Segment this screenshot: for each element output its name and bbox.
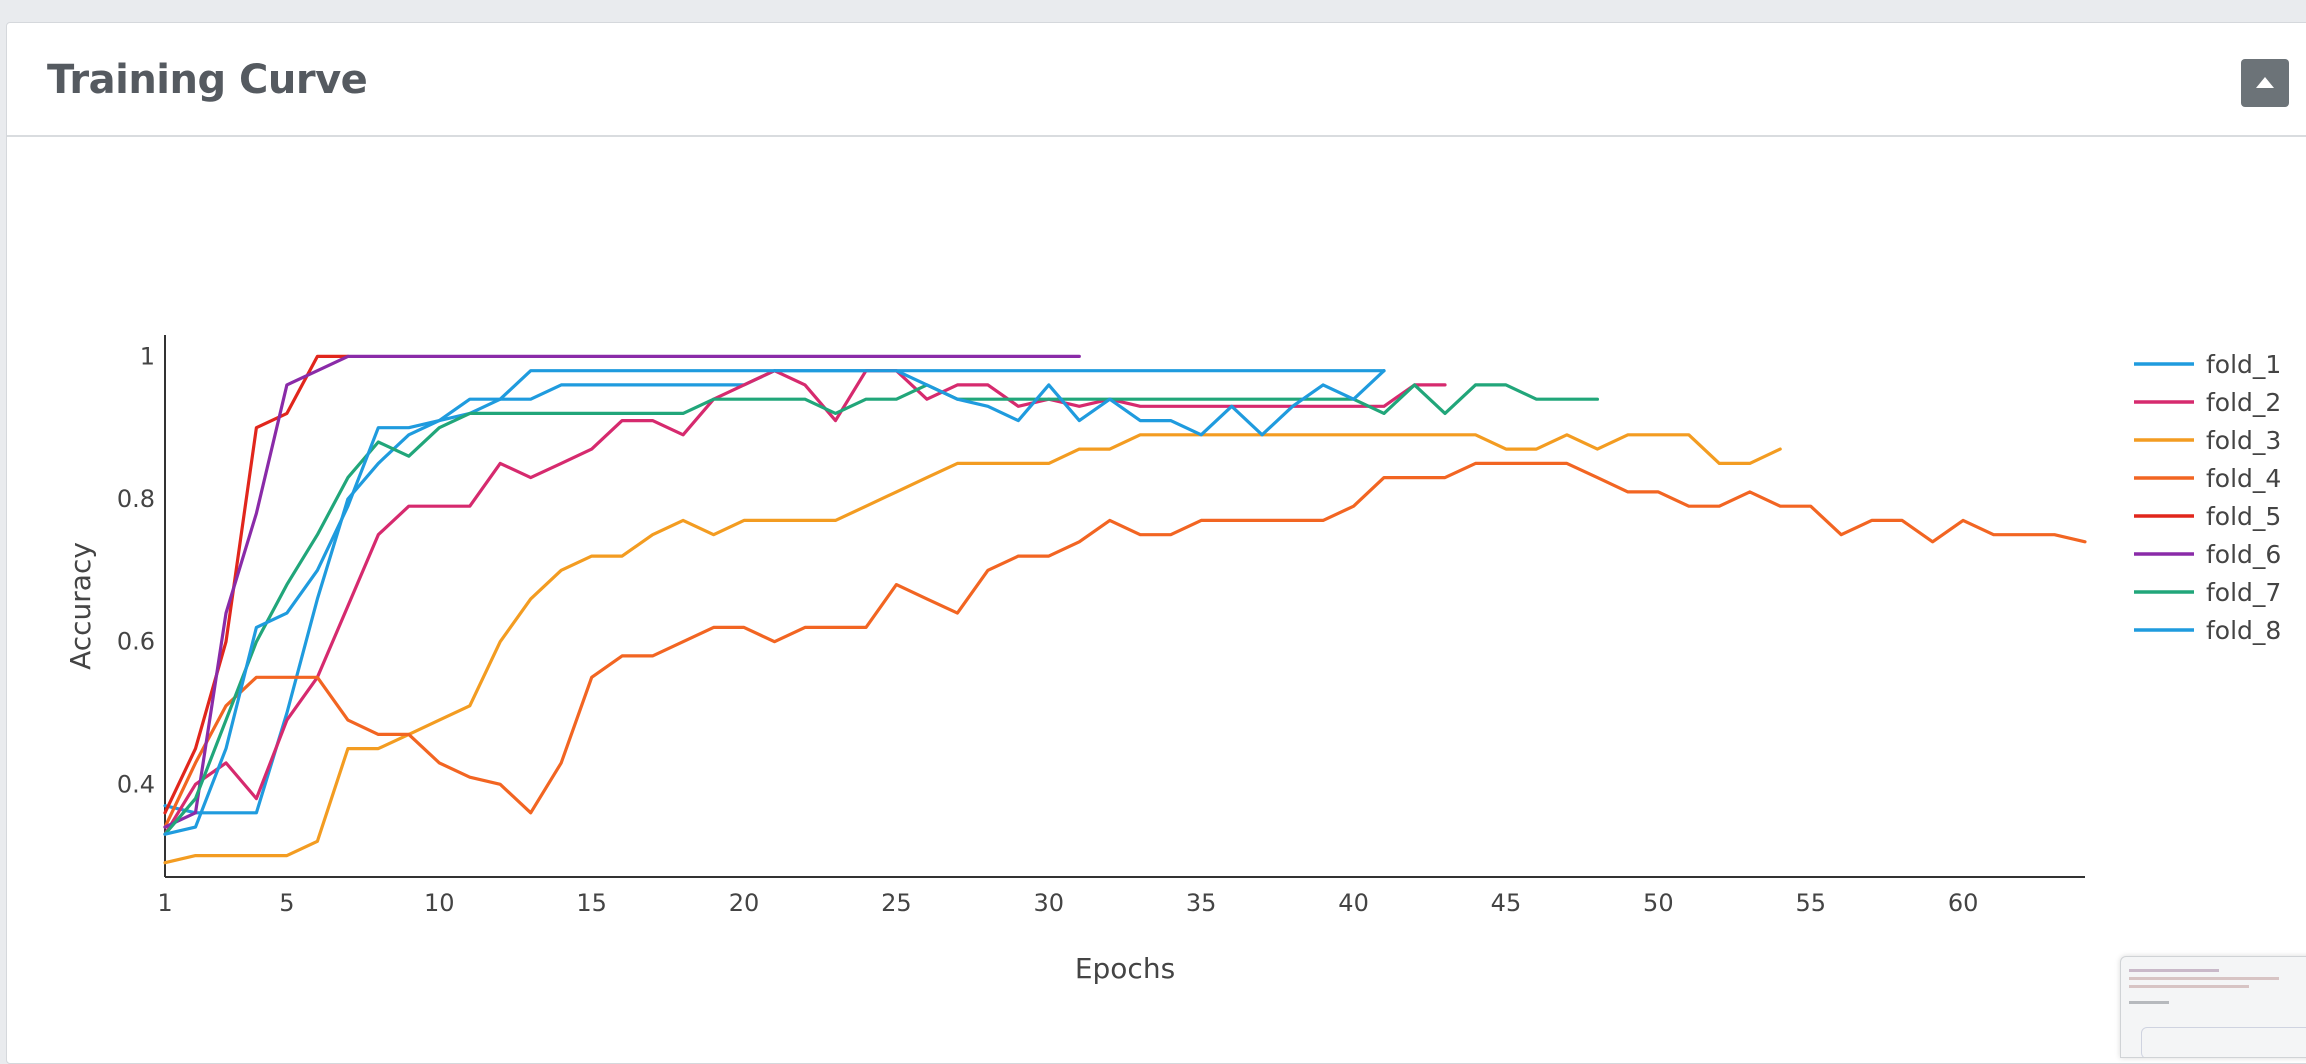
y-axis-label: Accuracy (64, 542, 97, 670)
x-tick-label: 50 (1643, 889, 1674, 917)
series-line-fold_2 (163, 369, 1447, 836)
x-tick-label: 20 (729, 889, 760, 917)
legend-label-fold_3: fold_3 (2206, 426, 2281, 455)
panel-header: Training Curve (7, 23, 2306, 137)
legend-label-fold_6: fold_6 (2206, 540, 2281, 569)
legend-label-fold_7: fold_7 (2206, 578, 2281, 607)
legend-label-fold_1: fold_1 (2206, 350, 2281, 379)
x-tick-label: 15 (576, 889, 607, 917)
x-tick-label: 25 (881, 889, 912, 917)
x-tick-label: 30 (1034, 889, 1065, 917)
legend-label-fold_2: fold_2 (2206, 388, 2281, 417)
y-tick-label: 0.6 (117, 628, 155, 656)
x-tick-label: 45 (1491, 889, 1522, 917)
legend-label-fold_4: fold_4 (2206, 464, 2281, 493)
series-line-fold_1 (163, 369, 1386, 815)
x-tick-label: 40 (1338, 889, 1369, 917)
caret-up-icon (2256, 77, 2274, 88)
thumbnail-preview[interactable] (2120, 956, 2306, 1058)
y-tick-label: 0.8 (117, 485, 155, 513)
y-tick-label: 0.4 (117, 770, 155, 798)
series-line-fold_3 (163, 433, 1782, 865)
series-line-fold_4 (163, 461, 2087, 829)
x-tick-label: 55 (1795, 889, 1826, 917)
panel-title: Training Curve (47, 57, 368, 103)
x-tick-label: 1 (157, 889, 172, 917)
training-curve-panel: Training Curve (6, 22, 2306, 1064)
x-axis-label: Epochs (1075, 952, 1175, 985)
legend-label-fold_8: fold_8 (2206, 616, 2281, 645)
legend-label-fold_5: fold_5 (2206, 502, 2281, 531)
x-tick-label: 60 (1948, 889, 1979, 917)
series-line-fold_8 (163, 369, 1386, 836)
x-tick-label: 10 (424, 889, 455, 917)
series-line-fold_5 (163, 354, 350, 815)
y-tick-label: 1 (140, 342, 155, 370)
x-tick-label: 5 (279, 889, 294, 917)
collapse-button[interactable] (2241, 59, 2289, 107)
series-line-fold_7 (163, 383, 1600, 836)
series-line-fold_6 (163, 354, 1081, 829)
x-tick-label: 35 (1186, 889, 1217, 917)
